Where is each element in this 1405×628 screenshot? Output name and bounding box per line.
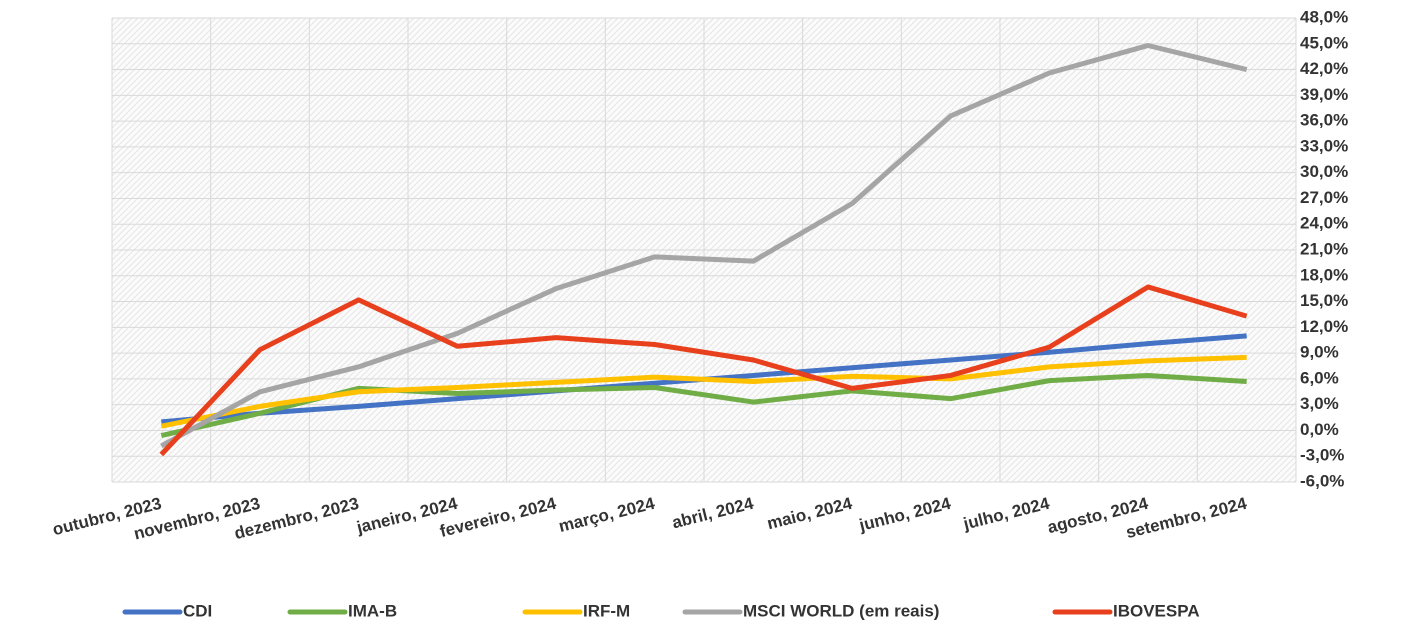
y-tick-label: 36,0%	[1300, 111, 1348, 130]
y-tick-label: 30,0%	[1300, 162, 1348, 181]
x-tick-label: abril, 2024	[670, 494, 756, 533]
y-tick-label: -6,0%	[1300, 471, 1344, 490]
legend-label: IRF-M	[583, 601, 630, 620]
y-tick-label: 48,0%	[1300, 7, 1348, 26]
y-tick-label: 24,0%	[1300, 214, 1348, 233]
x-tick-label: junho, 2024	[856, 494, 953, 535]
x-tick-label: março, 2024	[557, 494, 657, 536]
y-tick-label: 0,0%	[1300, 420, 1339, 439]
y-tick-label: -3,0%	[1300, 446, 1344, 465]
y-tick-label: 12,0%	[1300, 317, 1348, 336]
x-tick-label: maio, 2024	[765, 494, 854, 534]
y-tick-label: 27,0%	[1300, 188, 1348, 207]
y-tick-label: 15,0%	[1300, 291, 1348, 310]
y-tick-label: 39,0%	[1300, 85, 1348, 104]
y-tick-label: 33,0%	[1300, 136, 1348, 155]
y-tick-label: 18,0%	[1300, 265, 1348, 284]
y-tick-label: 6,0%	[1300, 368, 1339, 387]
y-tick-label: 21,0%	[1300, 239, 1348, 258]
y-tick-label: 42,0%	[1300, 59, 1348, 78]
y-tick-label: 45,0%	[1300, 33, 1348, 52]
legend-label: IBOVESPA	[1113, 601, 1200, 620]
series-line	[160, 354, 1247, 429]
legend-label: CDI	[183, 601, 212, 620]
series-line	[160, 42, 1248, 449]
y-tick-label: 3,0%	[1300, 394, 1339, 413]
legend-label: IMA-B	[348, 601, 397, 620]
series-line	[159, 284, 1248, 457]
x-tick-label: julho, 2024	[961, 494, 1052, 534]
y-tick-label: 9,0%	[1300, 343, 1339, 362]
legend-label: MSCI WORLD (em reais)	[743, 601, 939, 620]
